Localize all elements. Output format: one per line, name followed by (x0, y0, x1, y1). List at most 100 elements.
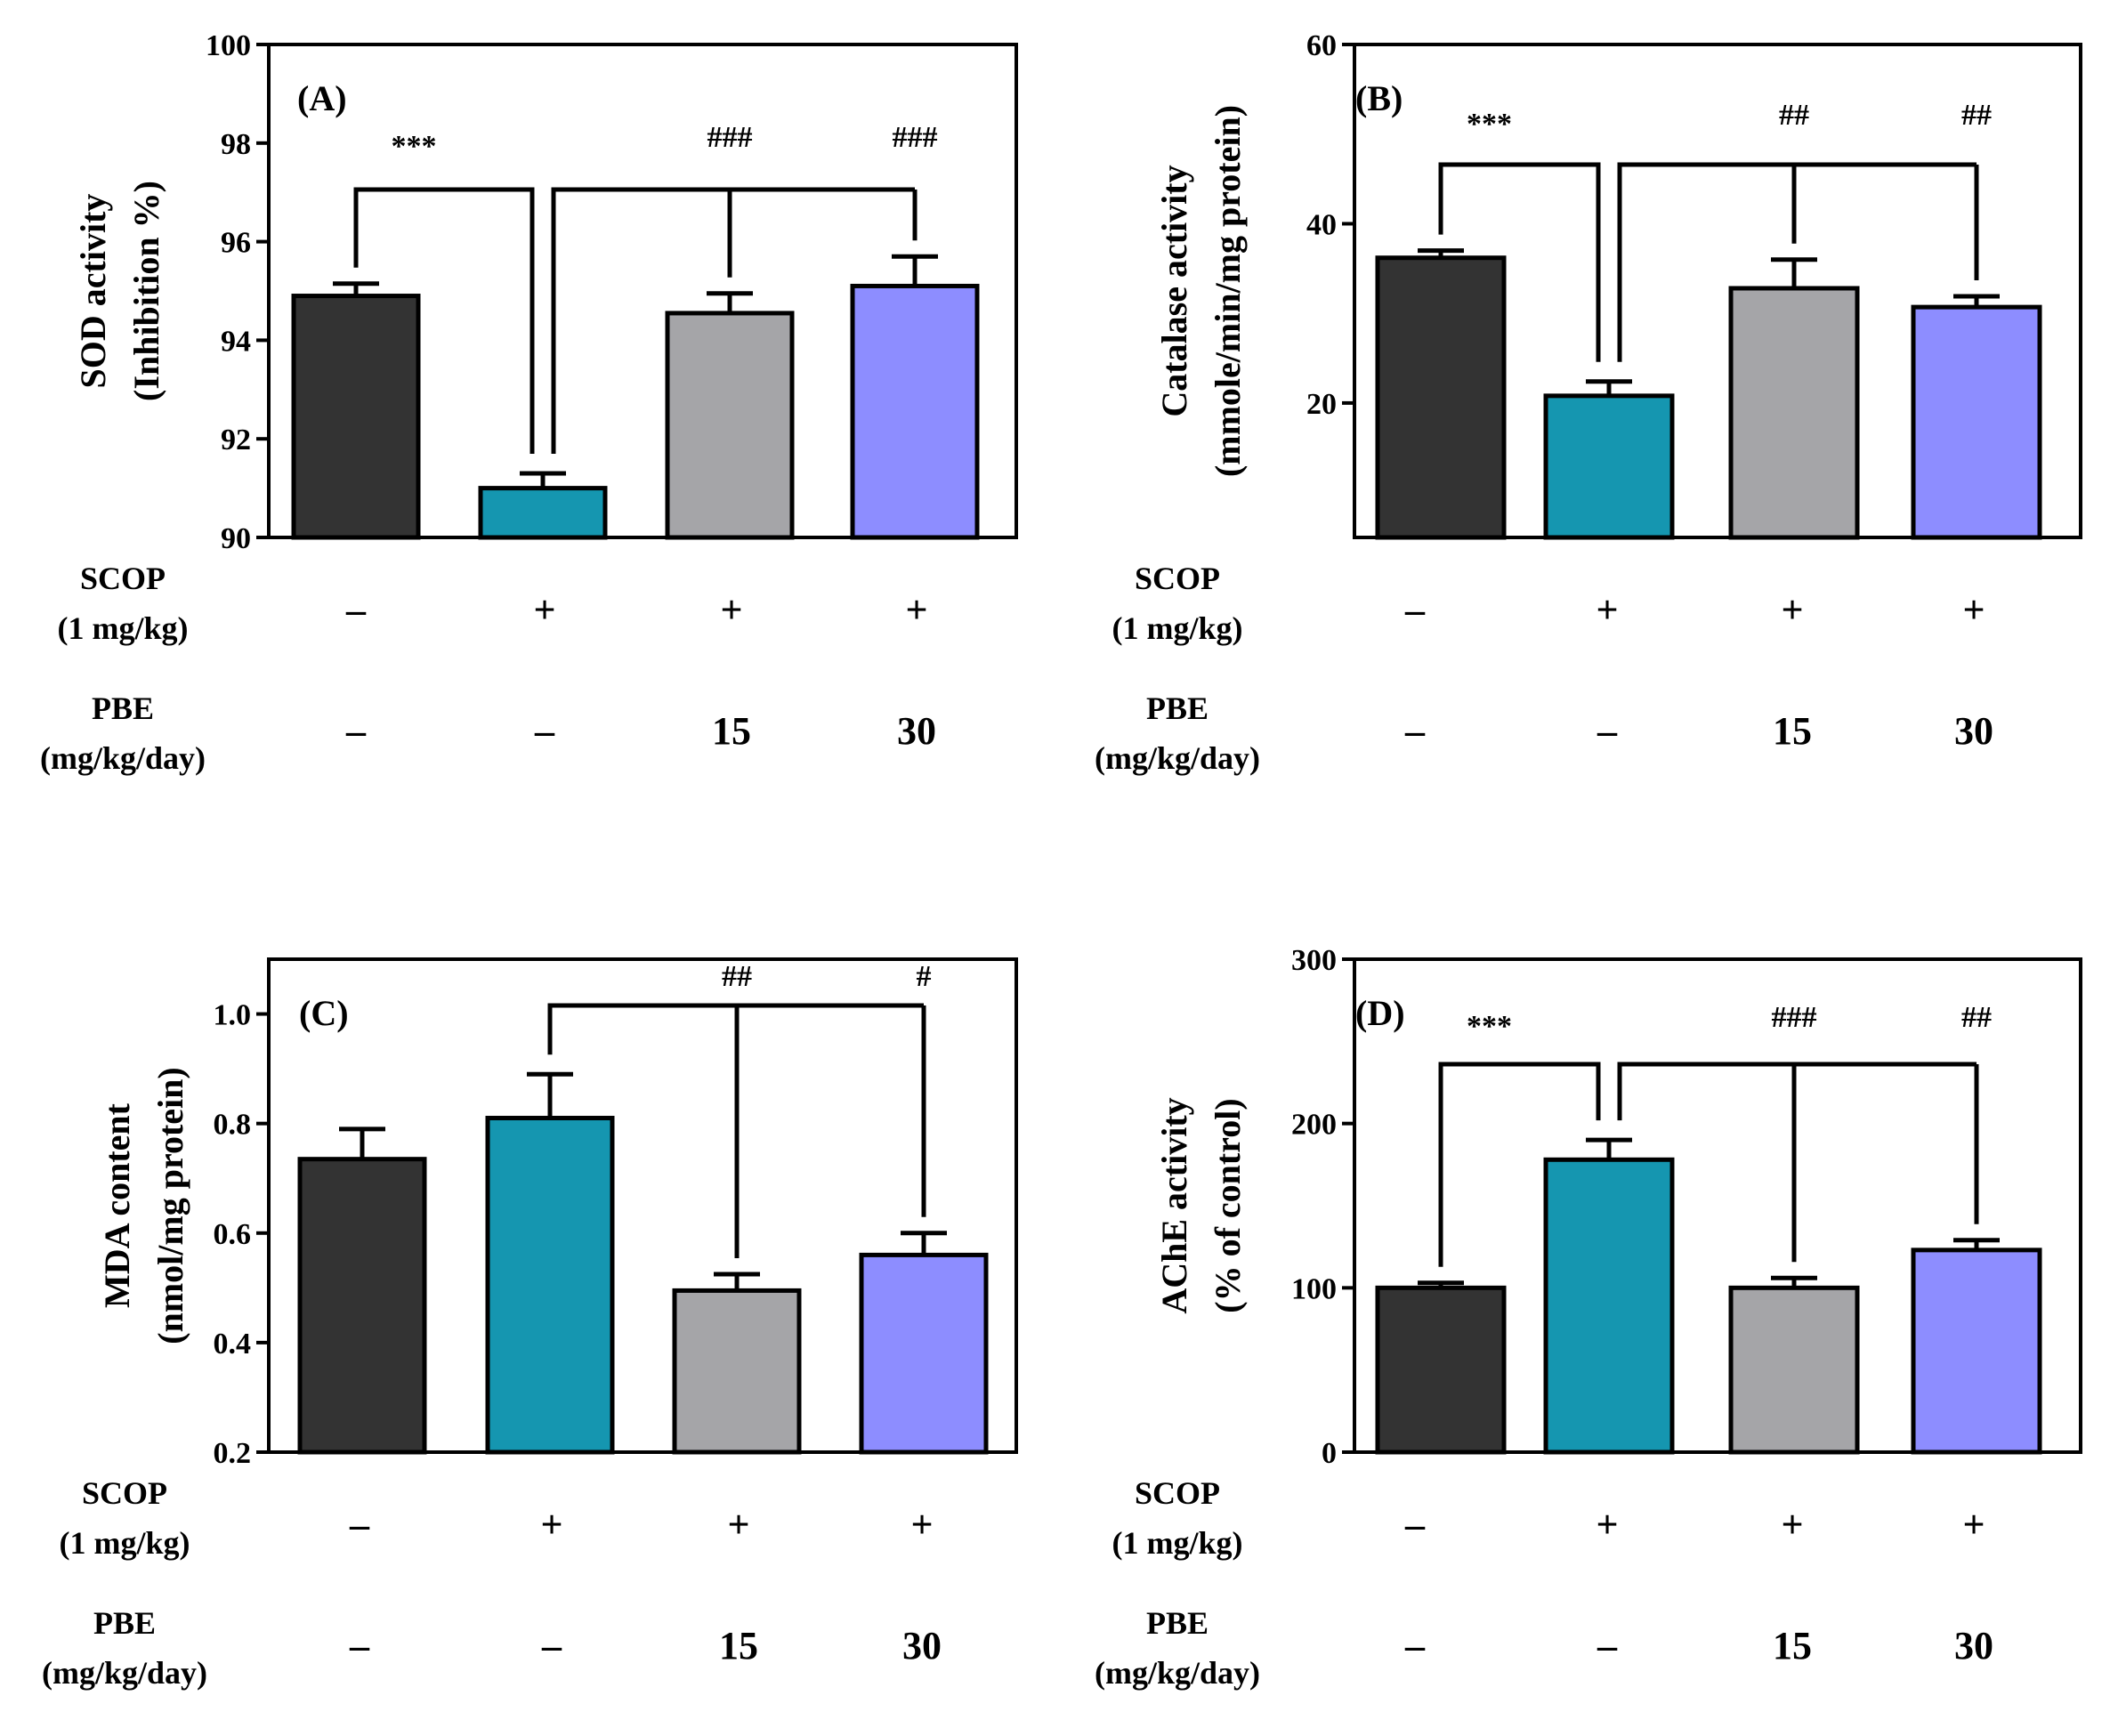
row-value: 30 (1954, 709, 1993, 753)
row-value: – (349, 1624, 370, 1667)
y-tick-label: 0 (1322, 1437, 1337, 1470)
bar (485, 1116, 615, 1455)
row-value: + (727, 1503, 749, 1546)
bar (1543, 393, 1675, 540)
row-label: SCOP (80, 561, 166, 596)
y-axis-sublabel: (Inhibition %) (126, 181, 166, 401)
y-axis-sublabel: (mmole/min/mg protein) (1208, 105, 1248, 477)
row-sublabel: (1 mg/kg) (1112, 610, 1243, 646)
row-value: + (910, 1503, 933, 1546)
row-value: 30 (902, 1624, 942, 1667)
significance-marker: ## (722, 960, 752, 993)
significance-marker: *** (392, 130, 437, 163)
row-value: – (1597, 709, 1618, 753)
y-tick-label: 98 (221, 128, 251, 161)
bar (665, 311, 795, 540)
row-value: – (1404, 588, 1426, 632)
bar (297, 1157, 427, 1455)
row-value: – (534, 709, 555, 753)
bar (1728, 286, 1860, 540)
significance-marker: ## (1779, 99, 1809, 132)
significance-marker: ## (1961, 99, 1992, 132)
panel-label: (B) (1355, 78, 1403, 118)
y-tick-label: 1.0 (214, 999, 252, 1032)
row-sublabel: (1 mg/kg) (1112, 1525, 1243, 1561)
row-label: SCOP (82, 1475, 167, 1511)
row-label: PBE (92, 690, 154, 726)
row-label: PBE (1146, 1605, 1209, 1641)
chart-panel-b: 20 40 60 (B) Catalase activity (mmole/min/mg … (1095, 29, 2082, 776)
row-label: SCOP (1135, 561, 1220, 596)
y-tick-label: 92 (221, 424, 251, 456)
y-tick-label: 300 (1291, 944, 1337, 977)
panel-label: (D) (1355, 993, 1405, 1033)
significance-marker: *** (1467, 108, 1512, 141)
chart-panel-d: 0 100 200 300 (D) AChE activity (% of control)… (1095, 944, 2082, 1691)
plot-frame (1353, 43, 2082, 539)
row-sublabel: (mg/kg/day) (1095, 1655, 1260, 1691)
y-axis-label: AChE activity (1154, 1097, 1194, 1313)
y-tick-label: 200 (1291, 1109, 1337, 1142)
plot-frame (1353, 957, 2082, 1454)
chart-panel-c: 0.2 0.4 0.6 0.8 1.0 (C) MDA content (nmol/mg pr… (42, 957, 1018, 1691)
row-value: – (345, 588, 367, 632)
row-value: + (1962, 588, 1985, 632)
y-axis-sublabel: (% of control) (1208, 1098, 1248, 1312)
bar (1375, 255, 1507, 540)
row-value: 15 (712, 709, 751, 753)
significance-bracket (353, 187, 535, 454)
significance-bracket (1617, 162, 1977, 362)
bar (1911, 304, 2042, 540)
significance-bracket (547, 1003, 924, 1055)
significance-marker: ### (707, 121, 753, 154)
y-axis-label: SOD activity (73, 194, 113, 389)
chart-panel-a: 90 92 94 96 98 100 (A) SOD activity (Inhibition … (40, 29, 1018, 776)
bar (1728, 1285, 1860, 1455)
y-tick-label: 94 (221, 325, 251, 358)
row-sublabel: (mg/kg/day) (40, 740, 206, 776)
significance-marker: ### (893, 121, 938, 154)
significance-marker: # (917, 960, 932, 993)
row-value: + (1781, 1503, 1803, 1546)
row-sublabel: (1 mg/kg) (60, 1525, 190, 1561)
row-value: + (1596, 588, 1618, 632)
row-label: PBE (1146, 690, 1209, 726)
significance-bracket (1617, 1062, 1977, 1121)
row-label: SCOP (1135, 1475, 1220, 1511)
row-value: – (1404, 1624, 1426, 1667)
row-value: 30 (1954, 1624, 1993, 1667)
row-value: + (1781, 588, 1803, 632)
bar (291, 294, 421, 540)
row-value: + (1962, 1503, 1985, 1546)
row-value: – (1404, 1503, 1426, 1546)
y-axis-label: Catalase activity (1154, 165, 1194, 416)
y-tick-label: 100 (206, 29, 251, 62)
row-value: 30 (897, 709, 936, 753)
significance-bracket (551, 187, 915, 454)
y-axis-sublabel: (nmol/mg protein) (150, 1067, 190, 1344)
y-tick-label: 100 (1291, 1272, 1337, 1305)
significance-marker: ### (1772, 1001, 1817, 1034)
row-value: 15 (719, 1624, 758, 1667)
plot-frame (267, 43, 1018, 539)
y-tick-label: 0.2 (214, 1437, 252, 1470)
bar (1911, 1247, 2042, 1455)
row-value: + (905, 588, 927, 632)
row-value: – (1597, 1624, 1618, 1667)
significance-marker: ## (1961, 1001, 1992, 1034)
significance-bracket (1438, 162, 1601, 362)
plot-frame (267, 957, 1018, 1454)
row-value: – (345, 709, 367, 753)
y-tick-label: 96 (221, 227, 251, 260)
bar (1543, 1157, 1675, 1455)
bar (850, 283, 980, 540)
row-value: – (1404, 709, 1426, 753)
row-sublabel: (mg/kg/day) (1095, 740, 1260, 776)
bar (478, 486, 608, 540)
y-tick-label: 20 (1306, 388, 1337, 421)
row-value: + (540, 1503, 562, 1546)
bar (672, 1288, 802, 1455)
bar (859, 1252, 989, 1455)
row-sublabel: (1 mg/kg) (58, 610, 189, 646)
